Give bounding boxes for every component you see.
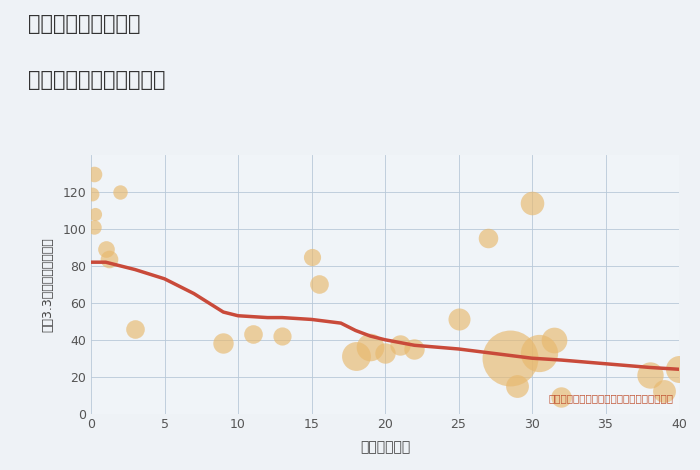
Text: 築年数別中古戸建て価格: 築年数別中古戸建て価格 [28,70,165,91]
Point [453,316,464,323]
Point [88,170,99,177]
Point [644,371,655,379]
Point [504,354,515,362]
Y-axis label: 坪（3.3㎡）単価（万円）: 坪（3.3㎡）単価（万円） [41,237,54,332]
Point [218,340,229,347]
Point [100,245,111,253]
Point [87,190,98,197]
Point [103,255,114,262]
Point [247,330,258,338]
Point [90,211,101,218]
Point [394,342,405,349]
Point [482,235,493,242]
Point [673,366,685,373]
Text: 円の大きさは、取引のあった物件面積を示す: 円の大きさは、取引のあった物件面積を示す [548,393,673,403]
Point [130,325,141,332]
Point [306,253,317,260]
Point [549,336,560,344]
Point [115,188,126,196]
Point [350,352,361,360]
Point [88,223,99,231]
Point [526,199,538,207]
Point [276,332,288,340]
Point [409,345,420,352]
Point [659,388,670,395]
Point [512,382,523,390]
Point [365,344,376,351]
Point [534,349,545,356]
Text: 兵庫県姫路市立町の: 兵庫県姫路市立町の [28,14,141,34]
Point [314,281,325,288]
Point [556,393,567,401]
Point [379,349,391,356]
X-axis label: 築年数（年）: 築年数（年） [360,440,410,454]
